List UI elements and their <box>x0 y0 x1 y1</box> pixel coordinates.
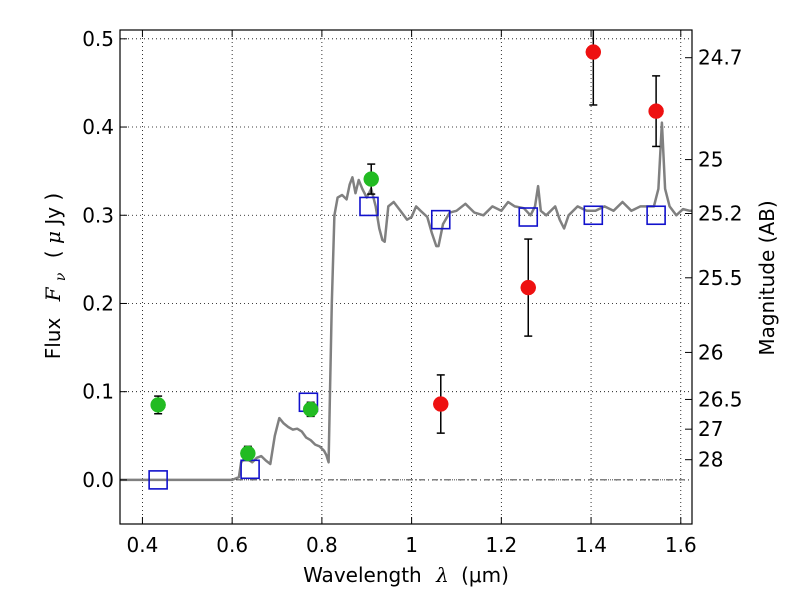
y-tick-label: 0.0 <box>82 468 114 492</box>
y-axis-label-unit-mu: μ <box>41 231 65 244</box>
model-photometry-square <box>518 207 539 227</box>
x-axis-label-symbol: λ <box>435 563 449 587</box>
magnitude-tick-label: 26 <box>698 340 723 364</box>
magnitude-tick-label: 25.5 <box>698 266 743 290</box>
y-tick-label: 0.2 <box>82 291 114 315</box>
x-axis-label-prefix: Wavelength <box>303 563 422 587</box>
y-axis-label-unit-open: ( <box>41 244 65 258</box>
x-tick-label: 1.4 <box>575 533 607 557</box>
near-ir-data-point <box>648 103 664 119</box>
x-tick-label: 1 <box>405 533 418 557</box>
model-photometry-square <box>148 470 168 490</box>
model-spectrum-group <box>120 121 692 482</box>
magnitude-tick-labels: 24.7 25 25.2 25.5 26 26.5 27 28 <box>698 46 743 472</box>
ticks-group <box>120 30 692 524</box>
x-tick-label: 1.2 <box>485 533 517 557</box>
magnitude-axis-label: Magnitude (AB) <box>755 200 779 355</box>
y-tick-label: 0.1 <box>82 380 114 404</box>
y-axis-label-subscript: ν <box>53 272 69 281</box>
y-axis-label-unit-rest: Jy ) <box>41 193 65 227</box>
optical-data-point <box>240 445 256 462</box>
magnitude-tick-label: 24.7 <box>698 46 743 70</box>
model-photometry-square <box>646 205 666 226</box>
magnitude-tick-label: 25 <box>698 148 723 172</box>
near-ir-data-point <box>433 396 449 412</box>
optical-data-point <box>302 401 319 418</box>
near-ir-data-point <box>520 279 537 296</box>
x-axis-label: Wavelength λ (μm) <box>303 563 509 587</box>
x-axis-label-unit: (μm) <box>461 563 509 587</box>
x-tick-label: 0.4 <box>127 533 159 557</box>
x-tick-label: 0.6 <box>216 533 248 557</box>
model-photometry-square <box>430 209 451 230</box>
magnitude-tick-label: 26.5 <box>698 387 743 411</box>
y-tick-labels: 0.0 0.1 0.2 0.3 0.4 0.5 <box>82 27 114 492</box>
markers-group <box>148 44 666 490</box>
x-tick-label: 0.8 <box>306 533 338 557</box>
y-axis-label-prefix: Flux <box>41 318 65 360</box>
plot-frame <box>119 29 693 525</box>
near-ir-data-point <box>585 44 602 60</box>
x-tick-label: 1.6 <box>665 533 697 557</box>
optical-data-point <box>150 397 166 413</box>
model-spectrum-line <box>120 121 692 482</box>
y-tick-label: 0.3 <box>82 203 114 227</box>
magnitude-tick-label: 25.2 <box>698 201 743 225</box>
y-axis-label-symbol: F <box>41 286 65 302</box>
optical-data-point <box>363 171 379 187</box>
model-photometry-square <box>583 205 604 226</box>
y-tick-label: 0.4 <box>82 115 114 139</box>
magnitude-tick-label: 28 <box>698 448 723 472</box>
magnitude-tick-label: 27 <box>698 417 723 441</box>
grid-lines <box>120 30 692 524</box>
y-tick-label: 0.5 <box>82 27 114 51</box>
x-tick-labels: 0.4 0.6 0.8 1 1.2 1.4 1.6 <box>127 533 697 557</box>
y-axis-label: Flux F ν ( μ Jy ) <box>41 193 70 360</box>
model-photometry-square <box>359 196 379 217</box>
